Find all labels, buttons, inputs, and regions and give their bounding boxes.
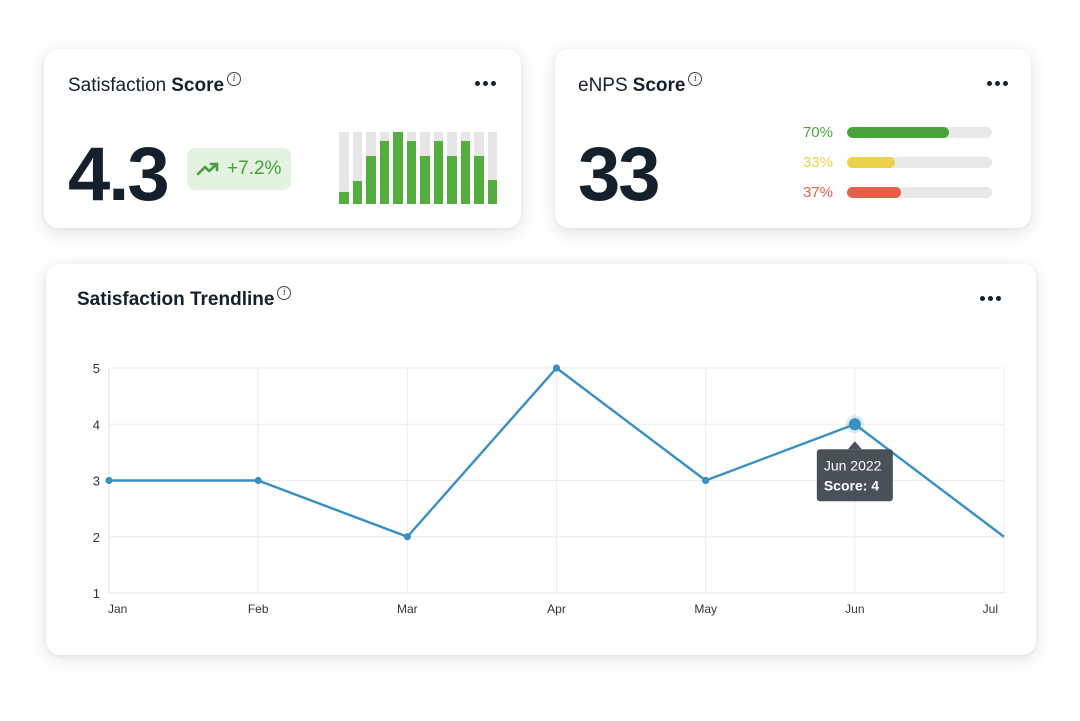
x-tick-label: Jun	[845, 602, 864, 616]
mini-bar-fill	[447, 156, 457, 204]
mini-bar-fill	[406, 141, 416, 204]
enps-score-card: eNPS Score i 33 70% 33% 37%	[555, 49, 1031, 228]
enps-progress-fill	[847, 157, 895, 168]
data-point	[552, 364, 561, 372]
data-point	[105, 476, 113, 485]
enps-score-value: 33	[578, 132, 661, 217]
x-tick-label: May	[694, 602, 717, 616]
y-tick-label: 3	[93, 474, 100, 489]
mini-bar	[460, 132, 470, 204]
more-options-icon[interactable]	[987, 81, 1008, 86]
mini-bar	[487, 132, 497, 204]
mini-bar	[379, 132, 389, 204]
mini-bar	[393, 132, 403, 204]
data-point	[702, 476, 710, 485]
mini-bar	[352, 132, 362, 204]
mini-bar-fill	[474, 156, 484, 204]
y-tick-label: 2	[93, 530, 100, 545]
y-tick-label: 1	[93, 586, 100, 601]
more-options-icon[interactable]	[475, 81, 496, 86]
satisfaction-score-card: Satisfaction Score i 4.3 +7.2%	[44, 49, 521, 228]
score-change-value: +7.2%	[227, 158, 282, 179]
enps-percent-label: 37%	[802, 184, 833, 201]
mini-bar-fill	[366, 156, 376, 204]
y-tick-label: 5	[93, 361, 100, 376]
x-tick-label: Feb	[248, 602, 269, 616]
mini-bar-fill	[352, 180, 362, 204]
data-point	[848, 418, 861, 431]
x-tick-label: Jul	[983, 602, 998, 616]
info-icon[interactable]: i	[688, 72, 703, 86]
enps-progress-track	[847, 187, 992, 198]
x-tick-label: Jan	[108, 602, 127, 616]
mini-bar-fill	[460, 141, 470, 204]
enps-progress-track	[847, 157, 992, 168]
mini-bar-fill	[433, 141, 443, 204]
enps-progress-fill	[847, 127, 949, 138]
mini-bar	[420, 132, 430, 204]
title-bold: Score	[171, 75, 225, 96]
mini-bar	[433, 132, 443, 204]
data-point	[254, 476, 262, 485]
mini-bar-fill	[339, 192, 349, 204]
y-tick-label: 4	[93, 417, 100, 432]
enps-percent-label: 70%	[802, 124, 833, 141]
mini-bar-chart	[339, 132, 497, 204]
title-regular: Satisfaction	[68, 75, 167, 96]
info-icon[interactable]: i	[277, 286, 292, 300]
tooltip-date: Jun 2022	[824, 457, 882, 473]
enps-percent-label: 33%	[802, 154, 833, 171]
tooltip-arrow	[847, 441, 862, 450]
enps-score-title: eNPS Score i	[578, 72, 703, 97]
trendline-card: Satisfaction Trendline i 1 2 3 4 5 Jan Feb Mar A…	[46, 264, 1036, 655]
title-bold: Score	[632, 75, 686, 96]
score-change-badge: +7.2%	[187, 148, 292, 190]
satisfaction-score-value: 4.3	[68, 132, 170, 217]
mini-bar-fill	[487, 180, 497, 204]
tooltip-box	[816, 449, 893, 502]
mini-bar	[366, 132, 376, 204]
mini-bar	[447, 132, 457, 204]
trending-up-icon	[197, 162, 219, 176]
title-regular: eNPS	[578, 75, 628, 96]
x-tick-label: Apr	[547, 602, 566, 616]
mini-bar	[339, 132, 349, 204]
info-icon[interactable]: i	[227, 72, 242, 86]
satisfaction-score-title: Satisfaction Score i	[68, 72, 242, 97]
x-tick-label: Mar	[397, 602, 418, 616]
more-options-icon[interactable]	[980, 296, 1001, 301]
mini-bar	[474, 132, 484, 204]
trendline-title: Satisfaction Trendline i	[77, 286, 292, 311]
trendline-title-text: Satisfaction Trendline	[77, 289, 275, 310]
mini-bar	[406, 132, 416, 204]
enps-progress-track	[847, 127, 992, 138]
enps-row: 70%	[795, 124, 992, 141]
tooltip-score: Score: 4	[824, 477, 879, 493]
data-point	[403, 533, 411, 541]
enps-progress-fill	[847, 187, 901, 198]
enps-row: 37%	[795, 184, 992, 201]
mini-bar-fill	[393, 132, 403, 204]
trendline-chart: 1 2 3 4 5 Jan Feb Mar Apr May Jun Jul Jun 2022 Score:…	[93, 361, 1005, 616]
mini-bar-fill	[379, 141, 389, 204]
enps-row: 33%	[795, 154, 992, 171]
mini-bar-fill	[420, 156, 430, 204]
